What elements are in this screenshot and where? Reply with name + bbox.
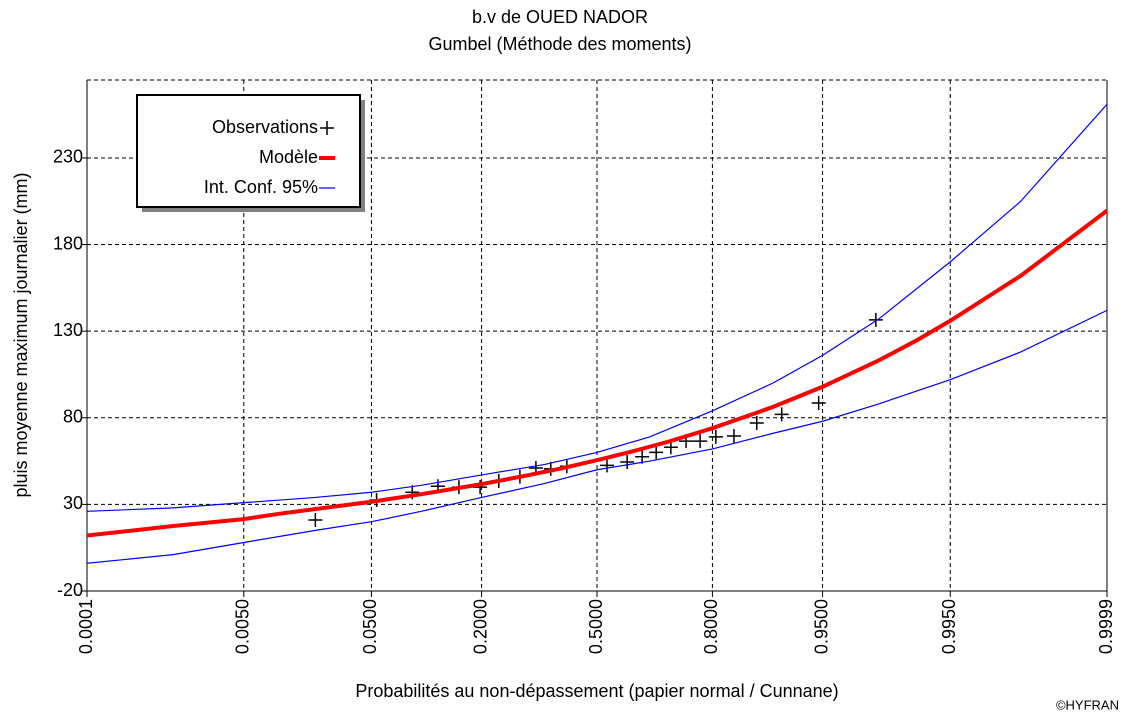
y-tick-label: 230 xyxy=(53,147,83,167)
credit: ©HYFRAN xyxy=(1056,697,1119,712)
legend-label: Modèle xyxy=(259,147,318,167)
x-tick-label: 0.0050 xyxy=(233,599,253,654)
x-tick-label: 0.9999 xyxy=(1096,599,1116,654)
y-tick-label: 180 xyxy=(53,233,83,253)
plus-marker xyxy=(693,434,708,449)
plus-marker xyxy=(774,407,789,422)
y-tick-label: 80 xyxy=(63,407,83,427)
x-tick-label: 0.5000 xyxy=(586,599,606,654)
x-tick-label: 0.9950 xyxy=(939,599,959,654)
legend-box xyxy=(136,94,361,208)
y-tick-label: 130 xyxy=(53,320,83,340)
x-tick-label: 0.0001 xyxy=(76,599,96,654)
x-tick-label: 0.2000 xyxy=(470,599,490,654)
series-line xyxy=(87,309,1107,564)
plus-marker xyxy=(308,512,323,527)
legend-label: Observations xyxy=(212,117,318,137)
x-tick-label: 0.8000 xyxy=(701,599,721,654)
plus-marker xyxy=(599,458,614,473)
legend-label: Int. Conf. 95% xyxy=(204,177,318,197)
plus-marker xyxy=(620,454,635,469)
plus-marker xyxy=(320,121,334,135)
y-tick-label: -20 xyxy=(57,580,83,600)
y-axis-label: pluis moyenne maximum journalier (mm) xyxy=(11,172,31,497)
plus-marker xyxy=(811,396,826,411)
plus-marker xyxy=(868,312,883,327)
x-tick-label: 0.9500 xyxy=(811,599,831,654)
series-line xyxy=(87,209,1107,538)
plus-marker xyxy=(749,415,764,430)
plus-marker xyxy=(649,445,664,460)
y-tick-label: 30 xyxy=(63,493,83,513)
chart-subtitle: Gumbel (Méthode des moments) xyxy=(428,34,691,54)
x-axis-label: Probabilités au non-dépassement (papier … xyxy=(355,681,838,701)
chart-title: b.v de OUED NADOR xyxy=(472,7,648,27)
plus-marker xyxy=(635,449,650,464)
x-tick-label: 0.0500 xyxy=(360,599,380,654)
plus-marker xyxy=(726,428,741,443)
series-line xyxy=(87,103,1107,512)
plus-marker xyxy=(708,429,723,444)
